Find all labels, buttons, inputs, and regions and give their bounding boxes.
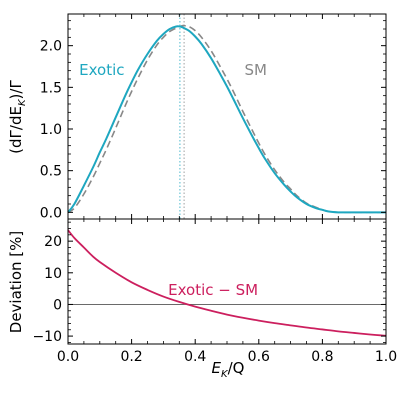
annotation-sm: SM [244,61,266,79]
peak-lines [179,14,185,219]
x-tick-label: 0.6 [248,349,270,365]
top-y-tick-label: 1.0 [40,122,62,138]
series-line-deviation [67,229,387,337]
top-y-tick-label: 0.5 [40,164,62,180]
bottom-y-tick-label: −10 [32,329,62,345]
series-line-exotic [67,25,386,214]
bottom-y-ticks: −10 0 10 20 [32,221,386,345]
x-axis-label: EK/Q [212,359,245,380]
annotation-exotic: Exotic [79,61,124,79]
top-y-tick-label: 1.5 [40,80,62,96]
x-tick-label: 0.4 [184,349,206,365]
top-y-axis-label-tail: )/Γ [7,80,25,100]
annotation-exotic-minus-sm: Exotic − SM [168,281,258,299]
x-tick-label: 0.2 [120,349,142,365]
top-panel: 0.0 0.5 1.0 1.5 2.0 Exotic SM (dΓ/dEK)/Γ [7,13,387,221]
x-axis-label-tail: /Q [228,359,245,377]
top-y-axis-label: (dΓ/dEK)/Γ [7,80,28,154]
bottom-x-ticks: 0.0 0.2 0.4 0.6 0.8 1.0 [57,219,397,365]
bottom-series-group [67,229,387,337]
top-annotations: Exotic SM [79,61,267,79]
bottom-annotations: Exotic − SM [168,281,258,299]
bottom-y-tick-label: 0 [53,297,62,313]
x-tick-label: 1.0 [375,349,397,365]
x-axis-label-main: E [212,359,222,377]
x-axis-label-sub: K [221,369,229,380]
x-tick-label: 0.8 [311,349,333,365]
bottom-y-axis-label: Deviation [%] [7,231,25,333]
bottom-y-tick-label: 10 [44,266,62,282]
bottom-y-tick-label: 20 [44,234,62,250]
top-y-tick-label: 0.0 [40,205,62,221]
top-y-axis-label-sub: K [17,98,28,106]
top-y-ticks: 0.0 0.5 1.0 1.5 2.0 [40,20,386,221]
top-y-axis-label-main: (dΓ/dE [7,106,25,154]
top-series-group [67,24,386,214]
top-y-tick-label: 2.0 [40,39,62,55]
x-tick-label: 0.0 [57,349,79,365]
